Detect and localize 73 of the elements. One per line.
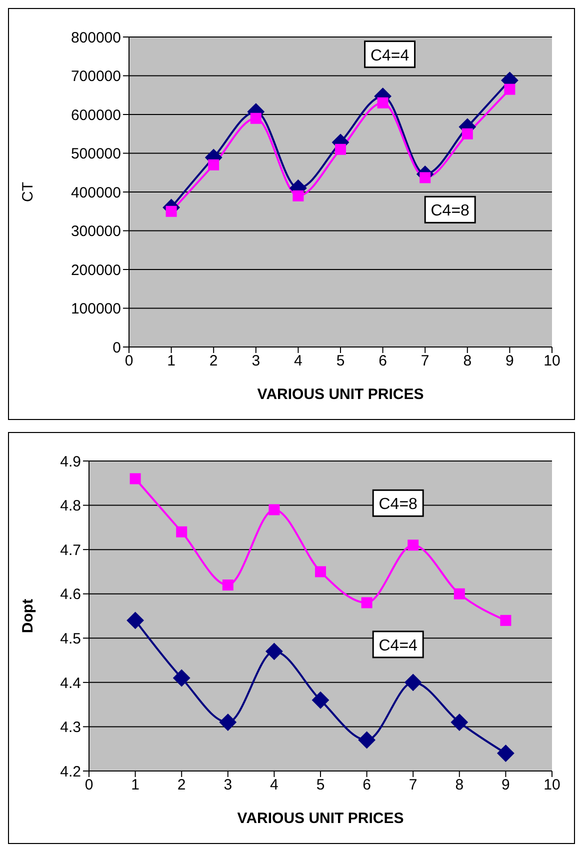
x-tick-label: 3 xyxy=(252,352,260,370)
x-tick-label: 8 xyxy=(463,352,472,370)
x-tick-label: 4 xyxy=(270,776,278,794)
x-tick-label: 3 xyxy=(224,776,232,794)
point xyxy=(500,614,512,626)
point xyxy=(292,190,304,202)
x-tick-label: 0 xyxy=(124,352,134,370)
x-tick-label: 2 xyxy=(177,776,186,794)
y-tick-label: 0 xyxy=(112,339,121,356)
point xyxy=(266,642,283,660)
point xyxy=(377,97,388,108)
x-tick-label: 6 xyxy=(362,776,371,794)
y-tick-label: 200000 xyxy=(70,262,121,279)
point xyxy=(504,84,516,95)
point xyxy=(130,473,141,484)
point xyxy=(208,159,220,170)
x-tick-label: 7 xyxy=(420,352,430,370)
series-label: C4=8 xyxy=(378,496,418,514)
x-tick-label: 9 xyxy=(502,776,510,794)
x-tick-label: 1 xyxy=(131,776,140,794)
x-tick-label: 1 xyxy=(167,352,176,370)
point xyxy=(173,670,190,686)
point xyxy=(335,144,346,155)
series-label: C4=8 xyxy=(430,202,470,220)
y-axis-title: Dopt xyxy=(19,598,36,634)
series-label: C4=4 xyxy=(370,47,410,64)
x-tick-label: 5 xyxy=(336,352,345,370)
y-tick-label: 4.2 xyxy=(60,763,81,780)
y-tick-label: 600000 xyxy=(70,106,121,124)
y-tick-label: 700000 xyxy=(70,68,121,86)
y-tick-label: 4.9 xyxy=(60,453,81,470)
y-tick-label: 4.8 xyxy=(60,498,81,515)
x-tick-label: 4 xyxy=(294,352,302,370)
point xyxy=(450,714,468,731)
point xyxy=(497,744,514,762)
y-tick-label: 4.7 xyxy=(60,542,81,559)
point xyxy=(250,112,262,124)
y-axis-title: CT xyxy=(19,182,36,202)
y-tick-label: 500000 xyxy=(70,146,121,163)
point xyxy=(420,172,431,184)
point xyxy=(315,566,326,578)
point xyxy=(358,732,376,748)
point xyxy=(408,540,419,551)
x-tick-label: 10 xyxy=(544,352,560,370)
x-tick-label: 2 xyxy=(209,352,218,370)
y-tick-label: 400000 xyxy=(70,184,121,202)
x-tick-label: 8 xyxy=(455,776,464,794)
point xyxy=(312,692,329,709)
y-tick-label: 800000 xyxy=(70,29,121,46)
point xyxy=(126,612,144,629)
x-tick-label: 9 xyxy=(506,352,514,370)
point xyxy=(361,597,372,608)
y-tick-label: 4.6 xyxy=(60,586,81,604)
point xyxy=(222,580,234,590)
point xyxy=(268,504,280,516)
point xyxy=(404,674,422,691)
y-tick-label: 4.5 xyxy=(60,630,81,648)
point xyxy=(454,588,465,600)
x-axis-title: VARIOUS UNIT PRICES xyxy=(257,386,424,403)
y-tick-label: 100000 xyxy=(70,300,121,318)
point xyxy=(166,206,177,217)
y-tick-label: 300000 xyxy=(70,223,121,240)
y-tick-label: 4.3 xyxy=(60,719,81,736)
x-tick-label: 5 xyxy=(316,776,325,794)
x-tick-label: 7 xyxy=(408,776,418,794)
y-tick-label: 4.4 xyxy=(60,674,81,692)
x-tick-label: 10 xyxy=(544,776,560,794)
series-label: C4=4 xyxy=(378,637,418,654)
point xyxy=(176,526,188,538)
point xyxy=(462,128,473,140)
x-axis-title: VARIOUS UNIT PRICES xyxy=(237,810,404,827)
point xyxy=(219,714,236,731)
x-tick-label: 6 xyxy=(378,352,387,370)
